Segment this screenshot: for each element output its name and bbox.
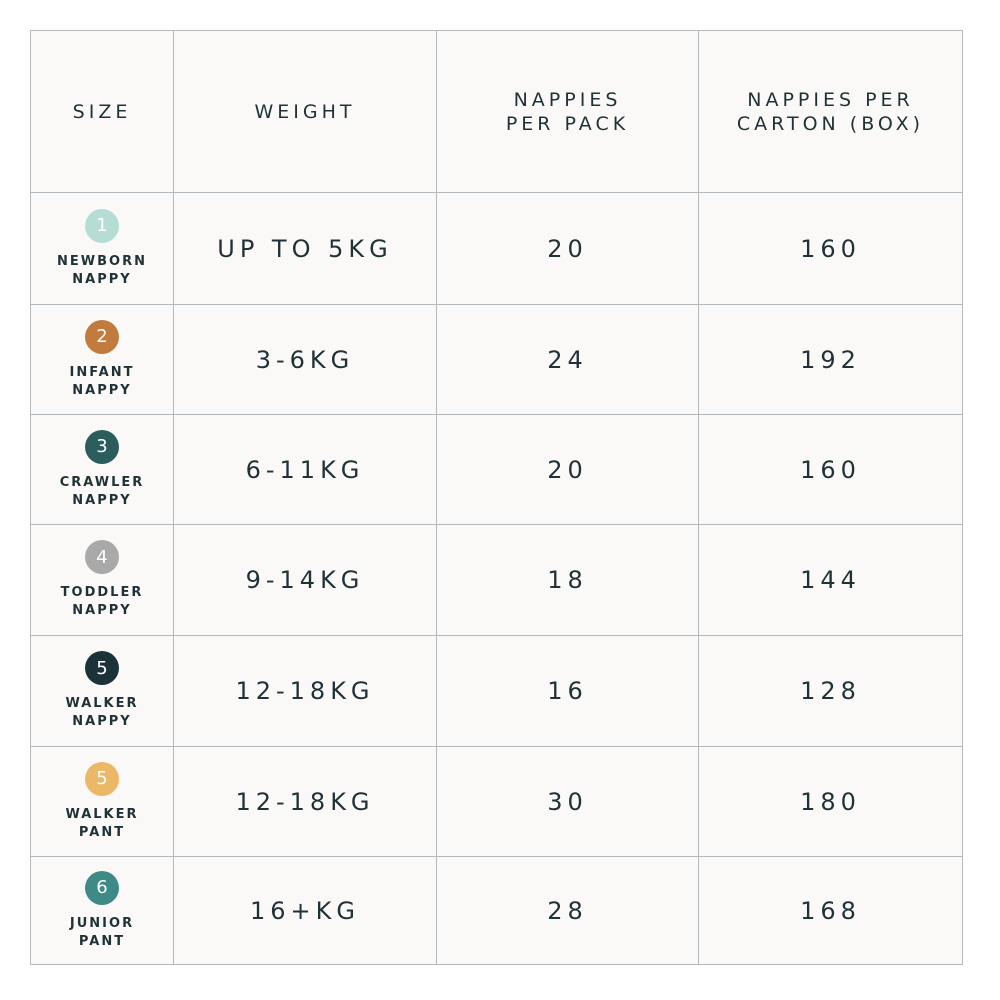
per-pack: 20	[547, 455, 588, 484]
size-badge: 5	[85, 761, 119, 796]
header-text: CARTON (BOX)	[736, 112, 925, 135]
header-cell: NAPPIES PER PACK	[436, 30, 699, 193]
header-text: WEIGHT	[254, 100, 356, 123]
size-name: INFANT	[69, 364, 135, 380]
weight-cell: UP TO 5KG	[173, 192, 437, 305]
size-name: WALKER	[65, 696, 139, 711]
weight: 6-11KG	[245, 455, 365, 484]
size-cell: 5 WALKER NAPPY	[30, 635, 174, 747]
size-name: WALKER	[65, 806, 139, 822]
per-carton-cell: 192	[698, 304, 963, 415]
size-name: JUNIOR	[69, 915, 135, 931]
weight-cell: 9-14KG	[173, 524, 437, 636]
size-badge: 6	[85, 870, 119, 905]
size-cell: 5 WALKER PANT	[30, 746, 174, 857]
size-name: TODDLER	[60, 585, 144, 600]
header-cell: SIZE	[30, 30, 174, 193]
weight: 16+KG	[250, 896, 360, 925]
per-pack-cell: 30	[436, 746, 699, 857]
per-carton-cell: 128	[698, 635, 963, 747]
per-carton-cell: 144	[698, 524, 963, 636]
size-badge: 5	[85, 651, 119, 685]
size-name: NAPPY	[72, 271, 132, 287]
weight-cell: 12-18KG	[173, 635, 437, 747]
weight: UP TO 5KG	[217, 234, 393, 263]
weight: 12-18KG	[235, 787, 375, 816]
per-carton: 180	[800, 787, 861, 816]
header-cell: NAPPIES PER CARTON (BOX)	[698, 30, 963, 193]
weight: 9-14KG	[245, 566, 365, 594]
size-name: PANT	[78, 824, 126, 840]
per-carton: 144	[800, 566, 861, 594]
weight-cell: 6-11KG	[173, 414, 437, 525]
weight-cell: 16+KG	[173, 856, 437, 965]
header-text: PER PACK	[505, 112, 630, 135]
size-badge: 1	[85, 208, 119, 243]
per-pack: 30	[547, 787, 588, 816]
size-badge: 4	[85, 540, 119, 574]
per-carton: 192	[800, 345, 861, 374]
size-name: NAPPY	[72, 603, 132, 618]
per-carton-cell: 160	[698, 414, 963, 525]
size-cell: 3 CRAWLER NAPPY	[30, 414, 174, 525]
per-carton-cell: 168	[698, 856, 963, 965]
header-text: NAPPIES PER	[747, 88, 914, 111]
per-pack-cell: 24	[436, 304, 699, 415]
per-carton: 128	[800, 677, 861, 705]
weight: 3-6KG	[255, 345, 355, 374]
size-name: NAPPY	[72, 492, 132, 508]
size-cell: 2 INFANT NAPPY	[30, 304, 174, 415]
per-pack-cell: 28	[436, 856, 699, 965]
size-cell: 4 TODDLER NAPPY	[30, 524, 174, 636]
per-pack-cell: 16	[436, 635, 699, 747]
size-name: PANT	[78, 933, 126, 949]
per-pack-cell: 20	[436, 414, 699, 525]
per-carton: 160	[800, 455, 861, 484]
size-name: NEWBORN	[57, 253, 147, 269]
per-carton-cell: 160	[698, 192, 963, 305]
per-pack: 24	[547, 345, 588, 374]
per-carton-cell: 180	[698, 746, 963, 857]
size-cell: 6 JUNIOR PANT	[30, 856, 174, 965]
header-cell: WEIGHT	[173, 30, 437, 193]
per-pack-cell: 20	[436, 192, 699, 305]
size-name: CRAWLER	[59, 474, 145, 490]
per-carton: 160	[800, 234, 861, 263]
size-cell: 1 NEWBORN NAPPY	[30, 192, 174, 305]
per-pack-cell: 18	[436, 524, 699, 636]
per-pack: 18	[547, 566, 588, 594]
weight-cell: 12-18KG	[173, 746, 437, 857]
size-name: NAPPY	[72, 382, 132, 398]
size-badge: 3	[85, 429, 119, 464]
header-text: NAPPIES	[513, 88, 622, 111]
weight: 12-18KG	[235, 677, 375, 705]
per-pack: 16	[547, 677, 588, 705]
per-carton: 168	[800, 896, 861, 925]
per-pack: 28	[547, 896, 588, 925]
size-name: NAPPY	[72, 714, 132, 729]
per-pack: 20	[547, 234, 588, 263]
weight-cell: 3-6KG	[173, 304, 437, 415]
header-text: SIZE	[72, 100, 132, 123]
size-badge: 2	[85, 319, 119, 354]
